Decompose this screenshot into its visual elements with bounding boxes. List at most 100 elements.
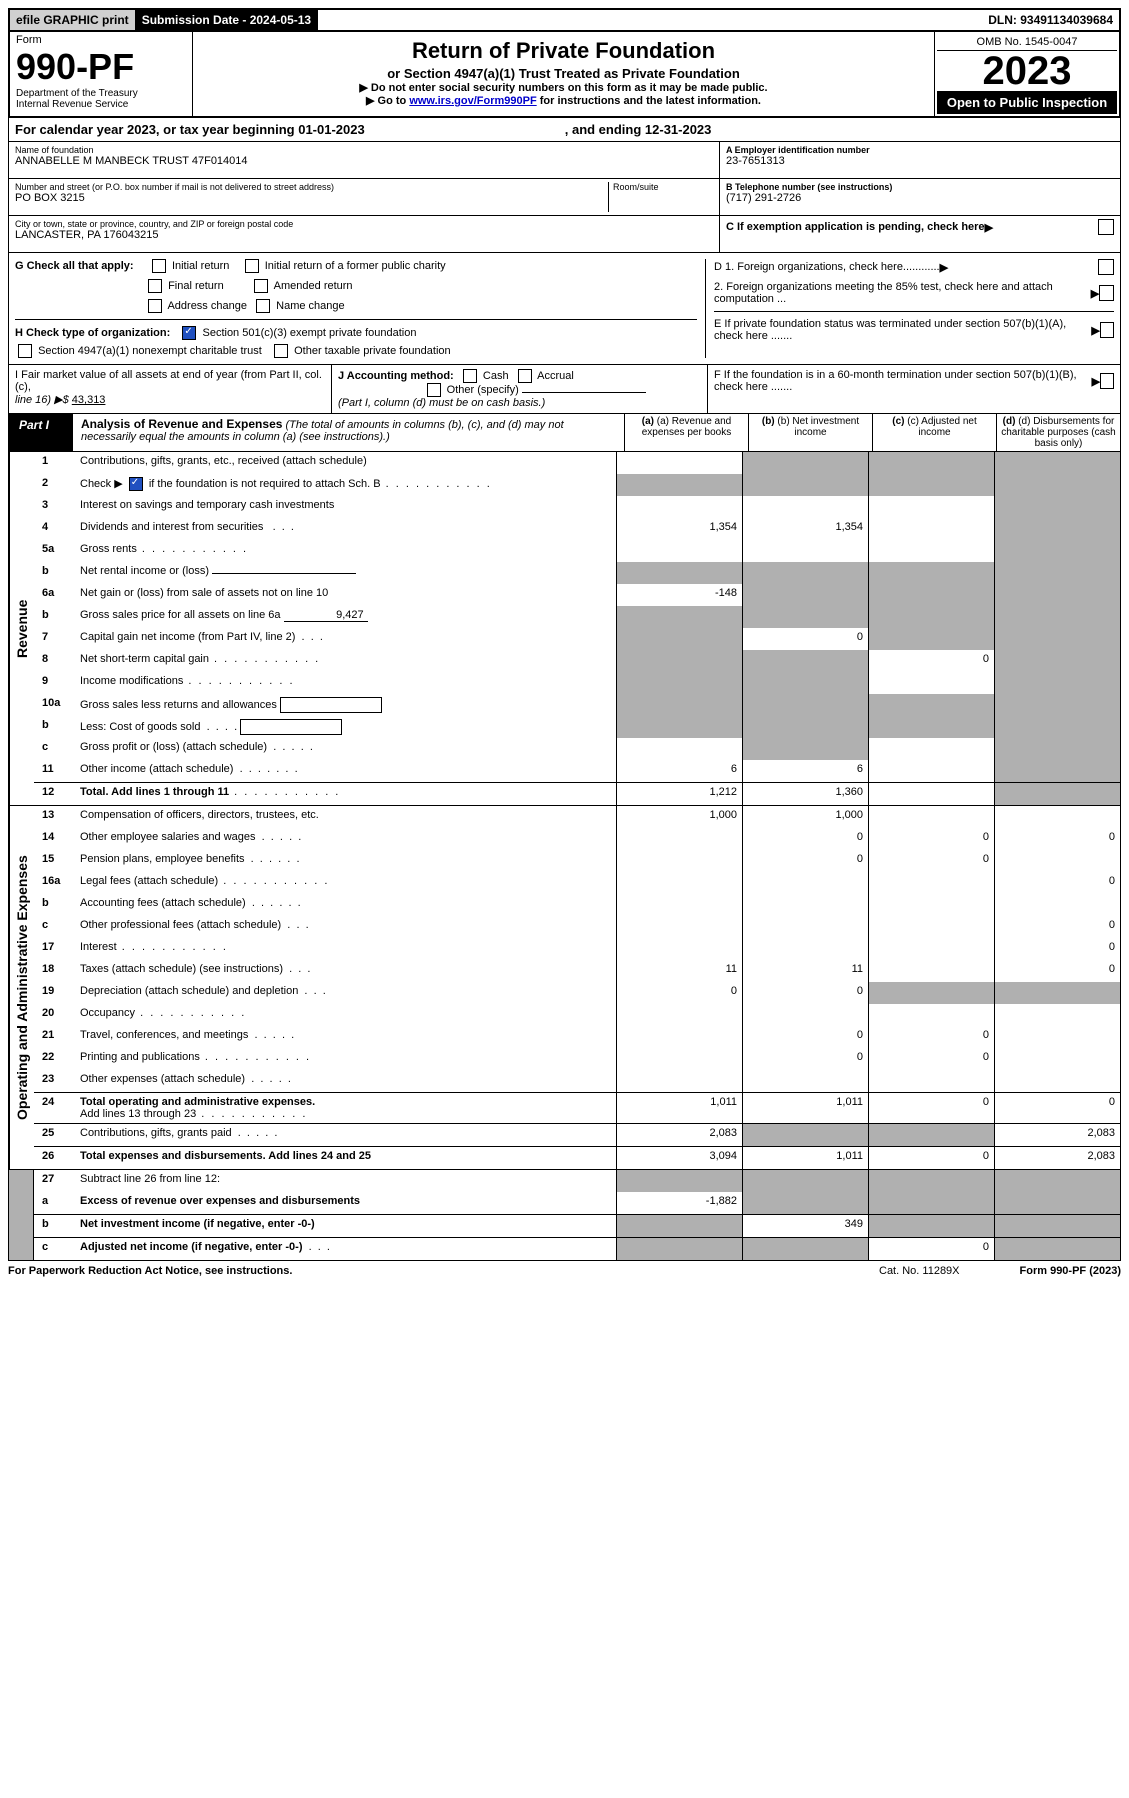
r11-b: 6 <box>742 760 868 782</box>
r26-d: 2,083 <box>994 1147 1120 1169</box>
col-a-head: (a) (a) Revenue and expenses per books <box>624 414 748 451</box>
other-checkbox[interactable] <box>427 383 441 397</box>
c-checkbox[interactable] <box>1098 219 1114 235</box>
header-right: OMB No. 1545-0047 2023 Open to Public In… <box>935 32 1119 116</box>
row-desc: Gross rents <box>78 540 616 562</box>
row-num: b <box>34 606 78 628</box>
fmv-j: J Accounting method: Cash Accrual Other … <box>332 365 708 413</box>
row-16b: bAccounting fees (attach schedule) . . .… <box>34 894 1120 916</box>
4947-label: Section 4947(a)(1) nonexempt charitable … <box>38 345 262 357</box>
e-checkbox[interactable] <box>1100 322 1114 338</box>
efile-label: efile GRAPHIC print <box>10 10 136 30</box>
tel-label: B Telephone number (see instructions) <box>726 182 1114 192</box>
fmv-f: F If the foundation is in a 60-month ter… <box>708 365 1120 413</box>
other-taxable-checkbox[interactable] <box>274 344 288 358</box>
revenue-side-label: Revenue <box>9 452 34 805</box>
d1-checkbox[interactable] <box>1098 259 1114 275</box>
name-change-checkbox[interactable] <box>256 299 270 313</box>
initial-return-checkbox[interactable] <box>152 259 166 273</box>
ein-cell: A Employer identification number 23-7651… <box>720 142 1120 179</box>
4947-checkbox[interactable] <box>18 344 32 358</box>
final-return-checkbox[interactable] <box>148 279 162 293</box>
room-label: Room/suite <box>613 182 713 192</box>
501c3-label: Section 501(c)(3) exempt private foundat… <box>202 327 416 339</box>
d2-checkbox[interactable] <box>1099 285 1114 301</box>
row-10b: b Less: Cost of goods sold . . . . <box>34 716 1120 738</box>
initial-return-label: Initial return <box>172 260 229 272</box>
i-label: I Fair market value of all assets at end… <box>15 369 322 393</box>
r18-a: 11 <box>616 960 742 982</box>
row-num: 7 <box>34 628 78 650</box>
row-10c: c Gross profit or (loss) (attach schedul… <box>34 738 1120 760</box>
row-desc: Less: Cost of goods sold . . . . <box>78 716 616 738</box>
row-desc: Check ▶ if the foundation is not require… <box>78 474 616 496</box>
form-number: 990-PF <box>16 46 186 88</box>
r21-c: 0 <box>868 1026 994 1048</box>
r24-a: 1,011 <box>616 1093 742 1123</box>
i-line: line 16) ▶$ <box>15 394 69 406</box>
r24-b: 1,011 <box>742 1093 868 1123</box>
row-num: b <box>34 716 78 738</box>
g-label: G Check all that apply: <box>15 260 134 272</box>
501c3-checkbox[interactable] <box>182 326 196 340</box>
net-section: 27Subtract line 26 from line 12: aExcess… <box>8 1170 1121 1261</box>
revenue-section: Revenue 1 Contributions, gifts, grants, … <box>8 452 1121 806</box>
footer-catno: Cat. No. 11289X <box>879 1265 960 1277</box>
r19-a: 0 <box>616 982 742 1004</box>
arrow-icon: ▶ <box>940 261 948 274</box>
row-25: 25Contributions, gifts, grants paid . . … <box>34 1123 1120 1146</box>
cash-checkbox[interactable] <box>463 369 477 383</box>
r12-a: 1,212 <box>616 783 742 805</box>
row-18: 18Taxes (attach schedule) (see instructi… <box>34 960 1120 982</box>
arrow-icon: ▶ <box>1091 324 1099 337</box>
expenses-section: Operating and Administrative Expenses 13… <box>8 806 1121 1170</box>
fmv-row: I Fair market value of all assets at end… <box>8 365 1121 414</box>
r12-b: 1,360 <box>742 783 868 805</box>
foundation-address: PO BOX 3215 <box>15 192 608 204</box>
row-14: 14Other employee salaries and wages . . … <box>34 828 1120 850</box>
row-desc: Gross sales price for all assets on line… <box>78 606 616 628</box>
row-16a: 16aLegal fees (attach schedule) 0 <box>34 872 1120 894</box>
row-21: 21Travel, conferences, and meetings . . … <box>34 1026 1120 1048</box>
initial-former-checkbox[interactable] <box>245 259 259 273</box>
i-value: 43,313 <box>72 394 106 406</box>
accrual-checkbox[interactable] <box>518 369 532 383</box>
r4-b: 1,354 <box>742 518 868 540</box>
r21-b: 0 <box>742 1026 868 1048</box>
tax-year: 2023 <box>937 51 1117 91</box>
f-checkbox[interactable] <box>1100 373 1114 389</box>
r26-b: 1,011 <box>742 1147 868 1169</box>
r15-c: 0 <box>868 850 994 872</box>
r2-pre: Check ▶ <box>80 478 123 490</box>
row-24: 24Total operating and administrative exp… <box>34 1092 1120 1123</box>
city-label: City or town, state or province, country… <box>15 219 713 229</box>
form990pf-link[interactable]: www.irs.gov/Form990PF <box>409 95 536 107</box>
col-d-head: (d) (d) Disbursements for charitable pur… <box>996 414 1120 451</box>
j-label: J Accounting method: <box>338 370 454 382</box>
d-e-checks: D 1. Foreign organizations, check here..… <box>705 259 1114 358</box>
amended-return-label: Amended return <box>274 280 353 292</box>
cash-label: Cash <box>483 370 509 382</box>
col-c-head: (c) (c) Adjusted net income <box>872 414 996 451</box>
h-label: H Check type of organization: <box>15 327 170 339</box>
initial-former-label: Initial return of a former public charit… <box>265 260 446 272</box>
row-desc: Net short-term capital gain <box>78 650 616 672</box>
row-3: 3 Interest on savings and temporary cash… <box>34 496 1120 518</box>
row-23: 23Other expenses (attach schedule) . . .… <box>34 1070 1120 1092</box>
row-16c: cOther professional fees (attach schedul… <box>34 916 1120 938</box>
row-11: 11 Other income (attach schedule) . . . … <box>34 760 1120 782</box>
row-num: 4 <box>34 518 78 540</box>
address-change-label: Address change <box>167 300 247 312</box>
dept-irs: Internal Revenue Service <box>16 99 186 110</box>
schb-checkbox[interactable] <box>129 477 143 491</box>
j-note: (Part I, column (d) must be on cash basi… <box>338 397 545 409</box>
top-bar: efile GRAPHIC print Submission Date - 20… <box>8 8 1121 32</box>
arrow-icon: ▶ <box>1092 375 1100 388</box>
r6b-val: 9,427 <box>284 609 368 622</box>
row-desc: Gross profit or (loss) (attach schedule)… <box>78 738 616 760</box>
r22-b: 0 <box>742 1048 868 1070</box>
amended-return-checkbox[interactable] <box>254 279 268 293</box>
r19-b: 0 <box>742 982 868 1004</box>
address-change-checkbox[interactable] <box>148 299 162 313</box>
e-label: E If private foundation status was termi… <box>714 318 1091 342</box>
